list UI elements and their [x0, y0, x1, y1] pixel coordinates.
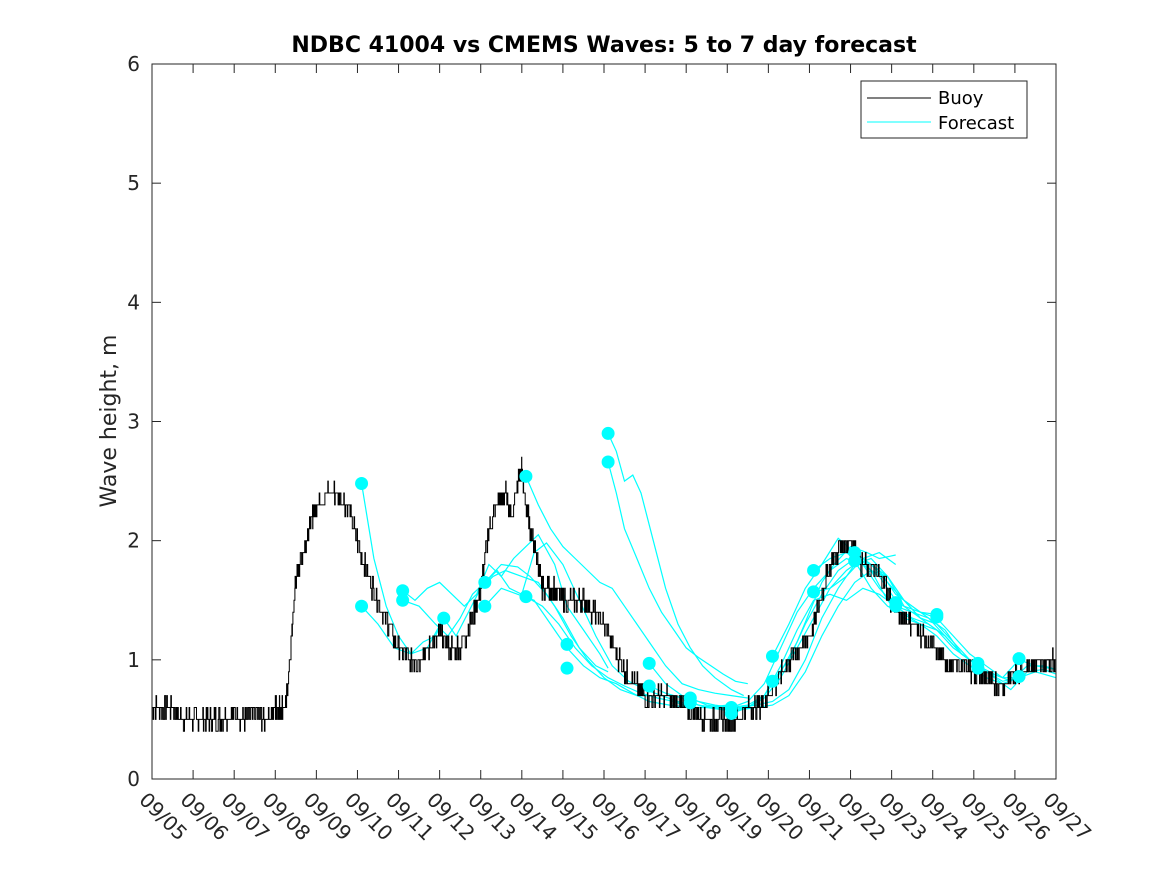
forecast-marker: [971, 661, 985, 675]
forecast-marker: [396, 584, 410, 598]
y-tick-label: 6: [127, 52, 140, 76]
forecast-marker: [1012, 652, 1026, 666]
forecast-line-10: [607, 461, 748, 685]
forecast-marker: [848, 554, 862, 568]
forecast-marker: [765, 674, 779, 688]
forecast-markers: [355, 426, 1026, 720]
legend-forecast-label: Forecast: [938, 113, 1014, 134]
chart-title: NDBC 41004 vs CMEMS Waves: 5 to 7 day fo…: [291, 33, 917, 58]
forecast-marker: [478, 575, 492, 589]
forecast-marker: [683, 696, 697, 710]
forecast-line-9: [607, 433, 744, 697]
forecast-marker: [1012, 670, 1026, 684]
forecast-marker: [642, 679, 656, 693]
forecast-marker: [724, 706, 738, 720]
forecast-line-4: [443, 569, 650, 697]
forecast-marker: [889, 599, 903, 613]
forecast-marker: [355, 599, 369, 613]
forecast-marker: [560, 637, 574, 651]
forecast-line-7: [525, 476, 748, 699]
y-axis-label: Wave height, m: [97, 335, 122, 508]
forecast-marker: [765, 649, 779, 663]
legend-buoy-label: Buoy: [938, 88, 984, 109]
forecast-line-3: [402, 563, 609, 673]
y-tick-label: 1: [127, 648, 140, 672]
plot-area: [152, 64, 1056, 779]
forecast-marker: [930, 610, 944, 624]
forecast-marker: [560, 661, 574, 675]
forecast-marker: [355, 476, 369, 490]
forecast-marker: [396, 593, 410, 607]
y-tick-label: 2: [127, 529, 140, 553]
forecast-marker: [478, 599, 492, 613]
forecast-marker: [601, 455, 615, 469]
y-tick-label: 3: [127, 410, 140, 434]
forecast-marker: [519, 590, 533, 604]
x-tick-label: 09/27: [1038, 788, 1096, 846]
forecast-marker: [437, 611, 451, 625]
forecast-marker: [642, 656, 656, 670]
legend-box: [860, 80, 1028, 139]
axes-box: [151, 63, 1057, 780]
forecast-marker: [519, 469, 533, 483]
y-tick-label: 4: [127, 290, 140, 314]
forecast-marker: [807, 585, 821, 599]
y-tick-label: 0: [127, 767, 140, 791]
forecast-marker: [601, 426, 615, 440]
forecast-marker: [807, 563, 821, 577]
y-tick-label: 5: [127, 171, 140, 195]
legend: Buoy Forecast: [860, 80, 1028, 139]
